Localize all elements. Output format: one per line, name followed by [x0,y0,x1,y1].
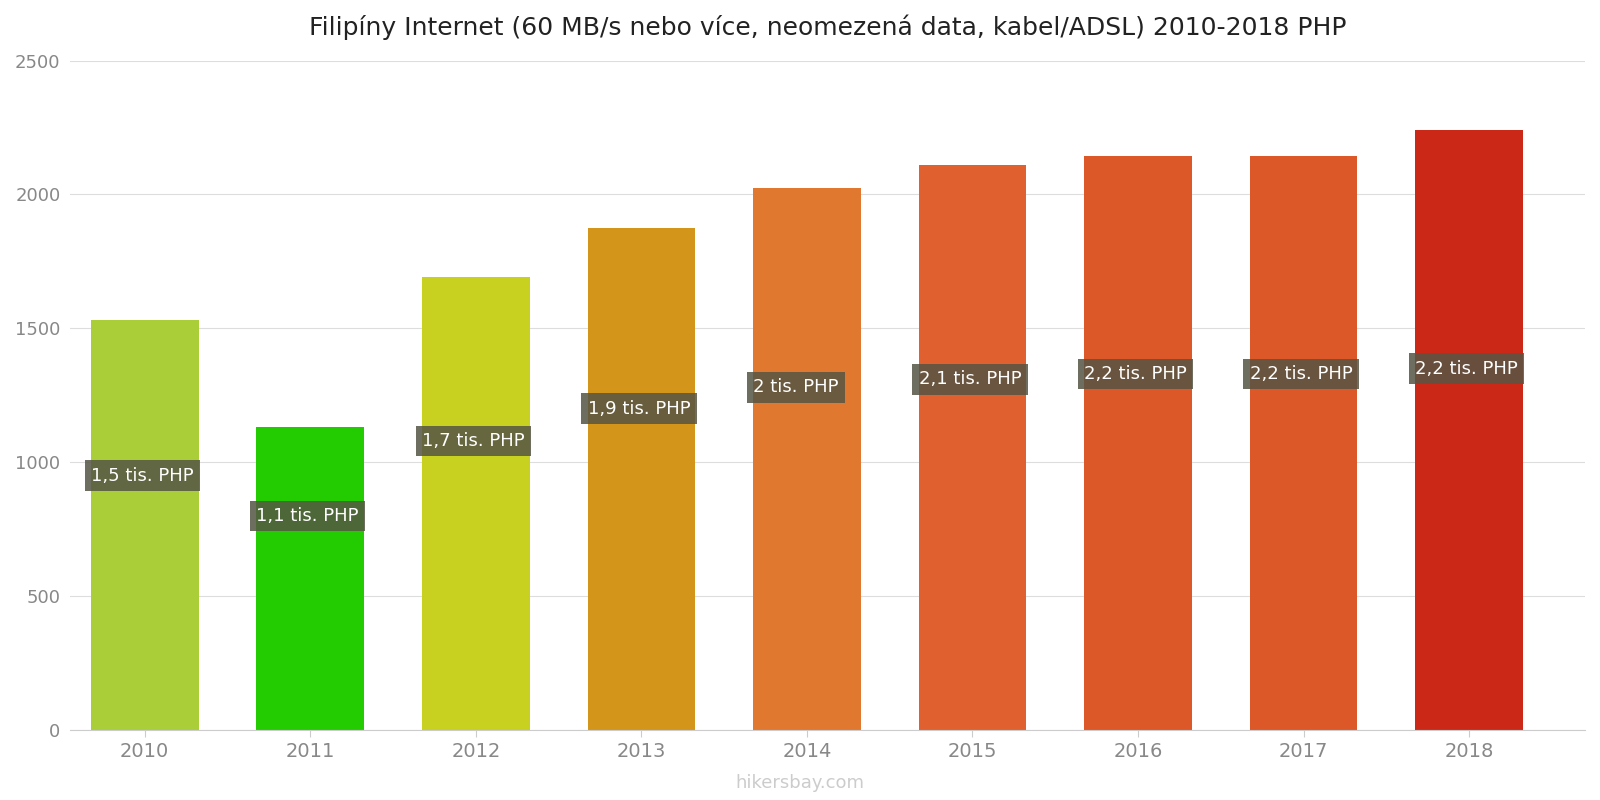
Bar [91,320,198,730]
Text: 1,9 tis. PHP: 1,9 tis. PHP [587,400,690,418]
Bar [1416,130,1523,730]
Text: 1,5 tis. PHP: 1,5 tis. PHP [91,466,194,485]
Bar [918,165,1026,730]
Text: 2,2 tis. PHP: 2,2 tis. PHP [1416,359,1518,378]
Title: Filipíny Internet (60 MB/s nebo více, neomezená data, kabel/ADSL) 2010-2018 PHP: Filipíny Internet (60 MB/s nebo více, ne… [309,15,1346,41]
Bar [754,188,861,730]
Text: 2 tis. PHP: 2 tis. PHP [754,378,838,396]
Bar [422,278,530,730]
Text: hikersbay.com: hikersbay.com [736,774,864,792]
Text: 1,7 tis. PHP: 1,7 tis. PHP [422,432,525,450]
Text: 2,2 tis. PHP: 2,2 tis. PHP [1085,365,1187,383]
Text: 2,1 tis. PHP: 2,1 tis. PHP [918,370,1021,388]
Bar [1250,155,1357,730]
Bar [256,427,365,730]
Bar [1085,155,1192,730]
Text: 2,2 tis. PHP: 2,2 tis. PHP [1250,365,1352,383]
Bar [587,228,694,730]
Text: 1,1 tis. PHP: 1,1 tis. PHP [256,507,358,525]
